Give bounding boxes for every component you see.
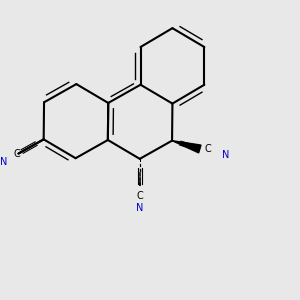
Text: N: N — [222, 150, 230, 160]
Text: N: N — [0, 157, 7, 167]
Text: C: C — [136, 191, 143, 201]
Text: N: N — [136, 203, 143, 213]
Text: C: C — [14, 149, 20, 159]
Text: C: C — [204, 144, 211, 154]
Polygon shape — [172, 141, 201, 153]
